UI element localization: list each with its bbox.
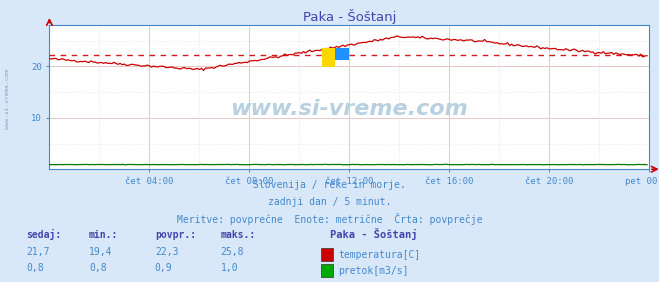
Text: 22,3: 22,3 <box>155 247 179 257</box>
Text: Meritve: povprečne  Enote: metrične  Črta: povprečje: Meritve: povprečne Enote: metrične Črta:… <box>177 213 482 224</box>
Text: temperatura[C]: temperatura[C] <box>338 250 420 260</box>
Text: sedaj:: sedaj: <box>26 229 61 240</box>
Text: www.si-vreme.com: www.si-vreme.com <box>5 69 11 129</box>
FancyBboxPatch shape <box>322 49 335 67</box>
FancyBboxPatch shape <box>335 49 349 60</box>
Text: 0,8: 0,8 <box>26 263 44 273</box>
Text: 21,7: 21,7 <box>26 247 50 257</box>
Text: pretok[m3/s]: pretok[m3/s] <box>338 266 409 276</box>
Text: 19,4: 19,4 <box>89 247 113 257</box>
Text: maks.:: maks.: <box>221 230 256 240</box>
Text: 0,9: 0,9 <box>155 263 173 273</box>
Text: zadnji dan / 5 minut.: zadnji dan / 5 minut. <box>268 197 391 207</box>
Text: Slovenija / reke in morje.: Slovenija / reke in morje. <box>253 180 406 190</box>
Text: min.:: min.: <box>89 230 119 240</box>
Title: Paka - Šoštanj: Paka - Šoštanj <box>302 9 396 24</box>
Text: 0,8: 0,8 <box>89 263 107 273</box>
Text: povpr.:: povpr.: <box>155 230 196 240</box>
Text: 1,0: 1,0 <box>221 263 239 273</box>
Text: Paka - Šoštanj: Paka - Šoštanj <box>330 228 417 240</box>
Text: 25,8: 25,8 <box>221 247 244 257</box>
Text: www.si-vreme.com: www.si-vreme.com <box>231 99 468 119</box>
